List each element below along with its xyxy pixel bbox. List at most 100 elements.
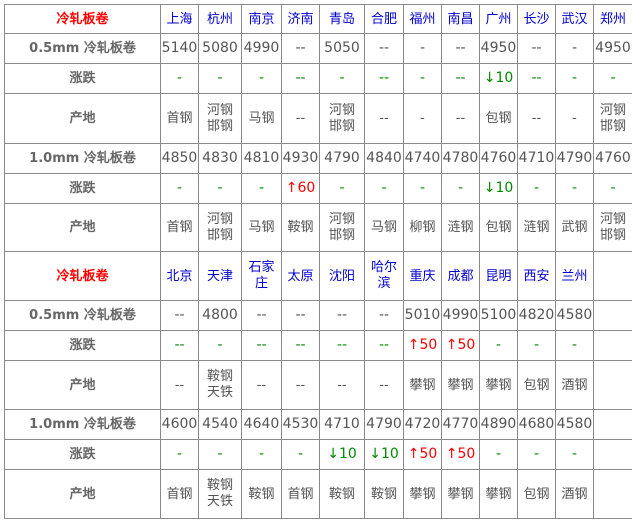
- price-cell: [593, 409, 632, 440]
- change-cell: -: [593, 173, 632, 204]
- change-cell: -: [160, 63, 199, 94]
- change-cell: -: [364, 173, 404, 204]
- city-cell: 沈阳: [319, 251, 365, 301]
- city-cell: 石家庄: [241, 251, 282, 301]
- change-cell: -: [555, 330, 594, 361]
- city-link[interactable]: 长沙: [523, 11, 550, 27]
- origin-cell: 攀钢: [441, 360, 480, 410]
- city-link[interactable]: 上海: [166, 11, 193, 27]
- change-cell: -: [319, 173, 365, 204]
- city-link[interactable]: 南昌: [447, 11, 474, 27]
- change-row: 涨跌 - - - - ↓10 ↓10 ↑50 ↑50- - -: [4, 439, 632, 470]
- origin-cell: 鞍钢: [241, 469, 282, 519]
- city-link[interactable]: 太原: [287, 268, 314, 284]
- city-link[interactable]: 哈尔滨: [370, 260, 397, 291]
- price-cell: 4890: [479, 409, 518, 440]
- price-cell: 4850: [160, 143, 199, 174]
- price-cell: --: [160, 300, 199, 331]
- origin-cell: [593, 469, 632, 519]
- origin-cell: 河钢 邯钢: [319, 203, 365, 252]
- change-cell: -: [593, 63, 632, 94]
- city-link[interactable]: 西安: [523, 268, 550, 284]
- origin-cell: 河钢 邯钢: [198, 203, 242, 252]
- section-title: 冷轧板卷: [4, 4, 161, 34]
- row-label: 涨跌: [4, 173, 161, 204]
- price-cell: -: [555, 33, 594, 64]
- origin-cell: 柳钢: [403, 203, 442, 252]
- origin-text: 攀钢: [409, 486, 436, 502]
- city-link[interactable]: 福州: [409, 11, 436, 27]
- origin-cell: --: [160, 360, 199, 410]
- change-cell: ↑50: [441, 330, 480, 361]
- origin-text: 河钢 邯钢: [599, 211, 626, 243]
- origin-cell: 河钢 邯钢: [198, 93, 242, 144]
- origin-text: 包钢: [523, 486, 550, 502]
- origin-text: 首钢: [166, 486, 193, 502]
- origin-cell: 首钢: [160, 93, 199, 144]
- price-cell: --: [319, 300, 365, 331]
- city-link[interactable]: 广州: [485, 11, 512, 27]
- origin-text: 首钢: [166, 220, 193, 235]
- origin-text: 首钢: [166, 111, 193, 126]
- city-link[interactable]: 杭州: [206, 11, 233, 27]
- city-link[interactable]: 合肥: [370, 11, 397, 27]
- origin-cell: 鞍钢: [364, 469, 404, 519]
- price-row: 1.0mm 冷轧板卷 4600 4540 4640 4530 4710 4790 4720 47…: [4, 409, 632, 440]
- origin-cell: 攀钢: [403, 360, 442, 410]
- city-link[interactable]: 北京: [166, 268, 193, 284]
- origin-text: --: [295, 111, 306, 126]
- city-link[interactable]: 天津: [206, 268, 233, 284]
- change-row: 涨跌 - - - ↑60- - - - ↓10- - -: [4, 173, 632, 204]
- origin-cell: 河钢 邯钢: [593, 93, 632, 144]
- change-cell: -: [198, 330, 242, 361]
- origin-cell: 涟钢: [517, 203, 556, 252]
- origin-cell: --: [319, 360, 365, 410]
- origin-text: --: [295, 377, 306, 393]
- price-cell: 4710: [517, 143, 556, 174]
- city-link[interactable]: 石家庄: [248, 260, 275, 291]
- price-row: 0.5mm 冷轧板卷 -- 4800 -- -- -- -- 5010 4990 5100 4820…: [4, 300, 632, 331]
- city-cell: 上海: [160, 4, 199, 34]
- change-cell: --: [364, 330, 404, 361]
- change-cell: -: [198, 63, 242, 94]
- origin-text: 酒钢: [561, 486, 588, 502]
- row-label: 涨跌: [4, 63, 161, 94]
- origin-cell: 马钢: [364, 203, 404, 252]
- origin-text: 酒钢: [561, 377, 588, 393]
- city-link[interactable]: 南京: [248, 11, 275, 27]
- city-cell: 南京: [241, 4, 282, 34]
- origin-text: 鞍钢: [328, 486, 355, 502]
- origin-text: 河钢 邯钢: [599, 102, 626, 134]
- city-link[interactable]: 重庆: [409, 268, 436, 284]
- city-link[interactable]: 昆明: [485, 268, 512, 284]
- origin-text: 首钢: [287, 486, 314, 502]
- origin-cell: --: [517, 93, 556, 144]
- change-cell: ↑50: [441, 439, 480, 470]
- change-cell: ↓10: [479, 63, 518, 94]
- price-cell: 4580: [555, 409, 594, 440]
- origin-cell: 攀钢: [479, 469, 518, 519]
- city-link[interactable]: 青岛: [328, 11, 355, 27]
- origin-cell: 鞍钢 天铁: [198, 360, 242, 410]
- price-cell: 4810: [241, 143, 282, 174]
- change-cell: -: [517, 330, 556, 361]
- city-header-row: 冷轧板卷 北京 天津 石家庄 太原 沈阳 哈尔滨 重庆 成都 昆明 西安 兰州: [4, 251, 632, 301]
- origin-text: --: [256, 377, 267, 393]
- origin-cell: 攀钢: [479, 360, 518, 410]
- city-cell: 武汉: [555, 4, 594, 34]
- city-link[interactable]: 兰州: [561, 268, 588, 284]
- city-link[interactable]: 武汉: [561, 11, 588, 27]
- city-link[interactable]: 郑州: [599, 11, 626, 27]
- city-link[interactable]: 沈阳: [328, 268, 355, 284]
- city-link[interactable]: 成都: [447, 268, 474, 284]
- price-cell: 4640: [241, 409, 282, 440]
- price-cell: --: [517, 33, 556, 64]
- city-link[interactable]: 济南: [287, 11, 314, 27]
- change-cell: -: [555, 439, 594, 470]
- city-cell: 济南: [281, 4, 320, 34]
- price-cell: 4950: [593, 33, 632, 64]
- city-cell: 广州: [479, 4, 518, 34]
- price-cell: 4790: [555, 143, 594, 174]
- change-cell: ↓10: [319, 439, 365, 470]
- origin-text: --: [455, 111, 466, 126]
